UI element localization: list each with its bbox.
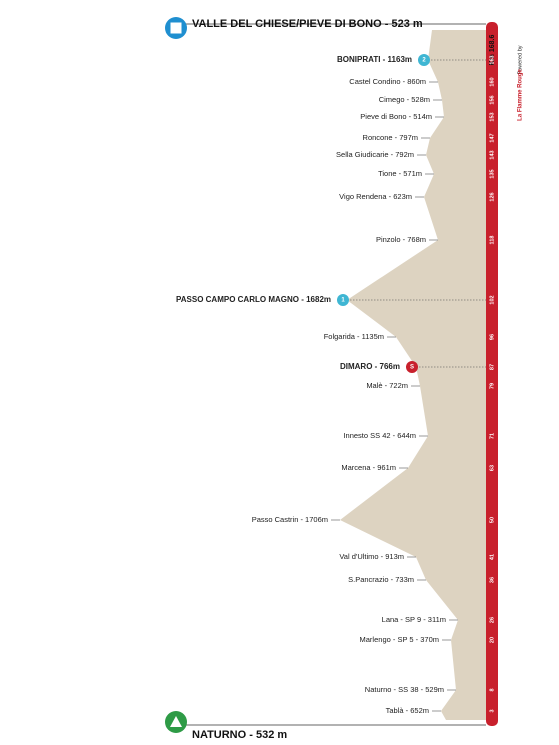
waypoint-label: Innesto SS 42 - 644m bbox=[343, 431, 416, 440]
km-label: 147 bbox=[489, 133, 495, 142]
start-flag bbox=[170, 716, 182, 727]
waypoint-label: Pieve di Bono - 514m bbox=[360, 112, 432, 121]
waypoint-label: Castel Condino - 860m bbox=[349, 77, 426, 86]
waypoint-label: BONIPRATI - 1163m bbox=[337, 55, 412, 64]
climb-badge bbox=[418, 54, 430, 66]
km-label: 71 bbox=[489, 433, 495, 439]
profile bbox=[340, 30, 488, 720]
waypoint-label: Pinzolo - 768m bbox=[376, 235, 426, 244]
km-bar bbox=[486, 22, 498, 726]
km-label: 87 bbox=[489, 364, 495, 370]
waypoint-label: Folgarida - 1135m bbox=[324, 332, 384, 341]
km-label: 3 bbox=[489, 709, 495, 712]
km-label: 63 bbox=[489, 465, 495, 471]
km-label: 126 bbox=[489, 192, 495, 201]
waypoint-label: Naturno - SS 38 - 529m bbox=[365, 685, 444, 694]
waypoint-label: Passo Castrin - 1706m bbox=[252, 515, 328, 524]
waypoint-label: Malè - 722m bbox=[366, 381, 408, 390]
badge-label: S bbox=[410, 365, 414, 371]
km-label: 41 bbox=[489, 554, 495, 560]
waypoint-label: S.Pancrazio - 733m bbox=[348, 575, 414, 584]
km-label: 118 bbox=[489, 236, 495, 245]
start-label: NATURNO - 532 m bbox=[192, 729, 287, 741]
waypoint-label: Cimego - 528m bbox=[379, 95, 430, 104]
badge-label: 2 bbox=[422, 58, 426, 64]
km-label: 143 bbox=[489, 150, 495, 159]
km-label: 36 bbox=[489, 577, 495, 583]
km-label: 79 bbox=[489, 383, 495, 389]
km-label: 160 bbox=[489, 77, 495, 86]
waypoint-label: Marlengo - SP 5 - 370m bbox=[360, 635, 439, 644]
km-label: 26 bbox=[489, 617, 495, 623]
km-label: 102 bbox=[489, 295, 495, 304]
powered-by: Powered by bbox=[517, 45, 523, 74]
km-label: 8 bbox=[489, 688, 495, 691]
waypoint-label: Vigo Rendena - 623m bbox=[339, 192, 412, 201]
waypoint-label: Tione - 571m bbox=[378, 169, 422, 178]
waypoint-label: PASSO CAMPO CARLO MAGNO - 1682m bbox=[176, 295, 331, 304]
km-label: 163 bbox=[489, 55, 495, 64]
waypoint-label: Sella Giudicarie - 792m bbox=[336, 150, 414, 159]
finish-flag bbox=[169, 21, 183, 35]
waypoint-label: Val d'Ultimo - 913m bbox=[339, 552, 404, 561]
waypoint-label: Marcena - 961m bbox=[341, 463, 396, 472]
waypoint-label: Roncone - 797m bbox=[363, 133, 418, 142]
km-label: 156 bbox=[489, 95, 495, 104]
finish-label: VALLE DEL CHIESE/PIEVE DI BONO - 523 m bbox=[192, 18, 423, 30]
total-km: Km 168.6 bbox=[489, 35, 496, 66]
climb-badge bbox=[337, 294, 349, 306]
powered-brand: La Flamme Rouge bbox=[518, 69, 524, 121]
waypoint-label: DIMARO - 766m bbox=[340, 362, 400, 371]
climb-badge bbox=[406, 361, 418, 373]
waypoint-label: Lana - SP 9 - 311m bbox=[382, 615, 446, 624]
km-label: 135 bbox=[489, 169, 495, 178]
km-label: 50 bbox=[489, 517, 495, 523]
km-label: 20 bbox=[489, 637, 495, 643]
waypoint-label: Tablà - 652m bbox=[386, 706, 429, 715]
km-label: 96 bbox=[489, 334, 495, 340]
km-label: 153 bbox=[489, 112, 495, 121]
badge-label: 1 bbox=[341, 298, 345, 304]
